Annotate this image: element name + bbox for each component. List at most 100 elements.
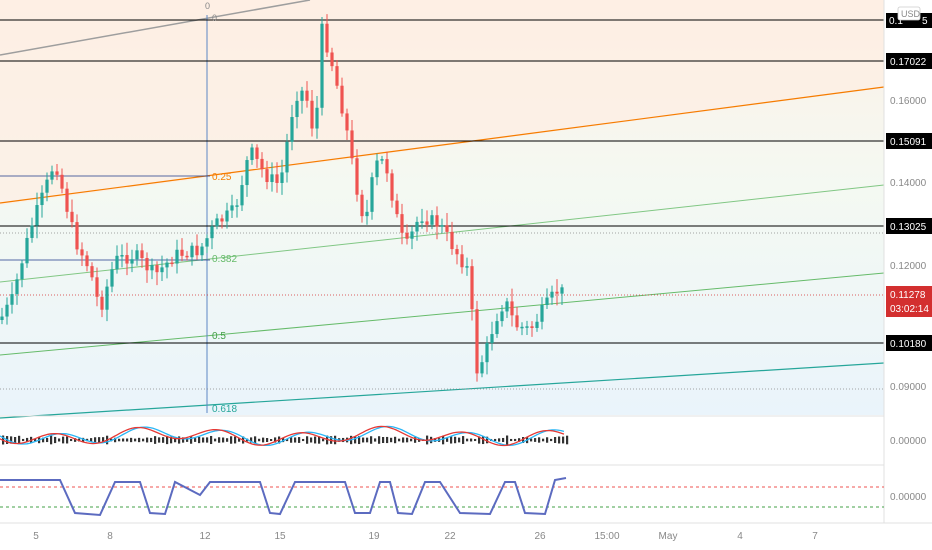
- fib-label-0.25: 0.25: [212, 172, 232, 183]
- price-tick: 0.09000: [890, 382, 927, 393]
- macd-histogram-bar: [298, 437, 301, 443]
- macd-histogram-bar: [410, 438, 413, 442]
- macd-histogram-bar: [230, 436, 233, 444]
- svg-text:03:02:14: 03:02:14: [890, 304, 929, 315]
- candle-body: [485, 342, 489, 363]
- macd-histogram-bar: [310, 437, 313, 443]
- candle-body: [385, 159, 389, 174]
- macd-histogram-bar: [466, 438, 469, 442]
- candle-body: [125, 255, 129, 264]
- svg-text:5: 5: [922, 16, 928, 27]
- candle-body: [510, 301, 514, 316]
- macd-histogram-bar: [314, 436, 317, 444]
- candle-body: [35, 205, 39, 226]
- price-tick: 0.16000: [890, 96, 927, 107]
- candle-body: [5, 304, 9, 317]
- candle-body: [190, 245, 194, 258]
- macd-histogram-bar: [362, 437, 365, 443]
- candle-body: [520, 326, 524, 329]
- time-axis: 5 8 12 15 19 22 26 15:00 May 4 7: [33, 531, 818, 542]
- candle-body: [330, 52, 334, 67]
- macd-histogram-bar: [102, 437, 105, 443]
- macd-histogram-bar: [550, 438, 553, 442]
- candle-body: [525, 326, 529, 328]
- candle-body: [95, 277, 99, 297]
- candle-body: [10, 294, 14, 305]
- macd-histogram-bar: [534, 438, 537, 442]
- candle-body: [180, 249, 184, 256]
- candle-body: [100, 296, 104, 310]
- candle-body: [390, 173, 394, 201]
- candle-body: [210, 226, 214, 239]
- macd-histogram-bar: [94, 437, 97, 443]
- candle-body: [360, 194, 364, 217]
- candle-body: [320, 23, 324, 108]
- macd-histogram-bar: [554, 437, 557, 443]
- macd-histogram-bar: [178, 436, 181, 444]
- candle-body: [275, 174, 279, 183]
- macd-histogram-bar: [146, 437, 149, 443]
- macd-histogram-bar: [390, 437, 393, 443]
- macd-histogram-bar: [474, 438, 477, 442]
- macd-histogram-bar: [334, 435, 337, 445]
- candle-body: [425, 221, 429, 225]
- candle-body: [550, 291, 554, 298]
- macd-histogram-bar: [510, 438, 513, 442]
- macd-histogram-bar: [470, 438, 473, 442]
- macd-histogram-bar: [18, 435, 21, 445]
- fib-label-0.5: 0.5: [212, 331, 226, 342]
- candle-body: [15, 279, 19, 295]
- candle-body: [110, 269, 114, 287]
- stoch-k-line: [0, 477, 567, 517]
- macd-histogram-bar: [322, 438, 325, 442]
- macd-histogram-bar: [22, 438, 25, 442]
- macd-histogram-bar: [54, 436, 57, 444]
- macd-histogram-bar: [302, 438, 305, 442]
- macd-histogram-bar: [118, 438, 121, 442]
- macd-histogram-bar: [502, 437, 505, 443]
- macd-histogram-bar: [518, 438, 521, 442]
- candle-body: [170, 262, 174, 265]
- macd-histogram-bar: [218, 437, 221, 443]
- macd-histogram-bar: [90, 438, 93, 442]
- macd-histogram-bar: [170, 436, 173, 444]
- macd-histogram-bar: [290, 437, 293, 443]
- macd-histogram-bar: [450, 436, 453, 444]
- candle-body: [265, 169, 269, 183]
- macd-histogram-bar: [442, 435, 445, 445]
- candle-body: [55, 171, 59, 175]
- macd-histogram-bar: [414, 437, 417, 443]
- candle-body: [300, 90, 304, 101]
- stoch-rsi-indicator[interactable]: [0, 477, 567, 517]
- level-tag-bg: [886, 335, 932, 351]
- level-tag-bg: [886, 218, 932, 234]
- candle-body: [140, 250, 144, 259]
- time-tick: 26: [534, 531, 546, 542]
- level-tag-top: 0.1 5: [886, 13, 932, 28]
- candle-body: [310, 100, 314, 129]
- candle-body: [245, 160, 249, 186]
- macd-histogram-bar: [454, 436, 457, 444]
- fib-line-0.25: [0, 86, 885, 204]
- candle-body: [315, 107, 319, 129]
- macd-histogram-bar: [494, 438, 497, 442]
- candle-body: [50, 171, 54, 180]
- macd-histogram-bar: [546, 437, 549, 443]
- currency-badge[interactable]: USD: [897, 6, 921, 21]
- candle-body: [75, 222, 79, 250]
- macd-indicator[interactable]: [0, 425, 569, 447]
- candle-body: [20, 263, 24, 280]
- candle-body: [340, 85, 344, 114]
- macd-histogram-bar: [190, 436, 193, 444]
- macd-histogram-bar: [226, 438, 229, 442]
- candle-body: [335, 66, 339, 86]
- candle-body: [285, 141, 289, 173]
- fib-zone-upper: [0, 0, 884, 205]
- current-price-tag: 0.11278 03:02:14: [886, 286, 932, 317]
- level-tag-bg: [886, 133, 932, 149]
- candle-body: [470, 266, 474, 310]
- candle-body: [465, 266, 469, 268]
- macd-histogram-bar: [522, 437, 525, 443]
- candle-body: [115, 255, 119, 270]
